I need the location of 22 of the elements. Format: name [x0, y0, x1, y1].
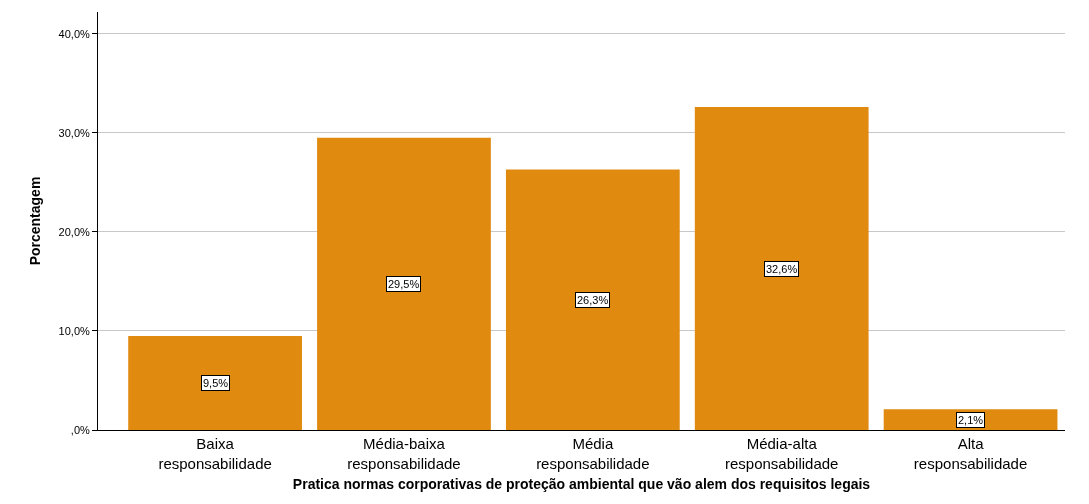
bar: [505, 169, 680, 430]
x-tick-label: Alta responsabilidade: [913, 435, 1028, 472]
bar: [694, 107, 869, 430]
y-tick-label: ,0%: [70, 423, 91, 436]
x-tick-label: Média-baixa responsabilidade: [347, 435, 461, 472]
y-axis-title: Porcentagem: [27, 176, 44, 266]
data-label: 9,5%: [203, 377, 229, 389]
data-label: 32,6%: [766, 263, 798, 275]
y-tick-label: 30,0%: [58, 126, 91, 139]
bar: [883, 409, 1058, 430]
data-label: 2,1%: [958, 414, 984, 426]
x-tick-label: Média responsabilidade: [536, 435, 650, 472]
x-axis-title: Pratica normas corporativas de proteção ambiental que vão alem dos requisitos legais: [292, 475, 871, 492]
data-label: 26,3%: [577, 294, 609, 306]
y-tick-label: 40,0%: [58, 27, 91, 40]
bar: [128, 335, 302, 430]
y-tick-label: 10,0%: [58, 324, 91, 337]
data-label: 29,5%: [388, 278, 420, 290]
y-tick-label: 20,0%: [58, 225, 91, 238]
x-tick-label: Baixa responsabilidade: [158, 435, 272, 472]
bar: [317, 137, 491, 430]
x-tick-label: Média-alta responsabilidade: [724, 435, 839, 472]
